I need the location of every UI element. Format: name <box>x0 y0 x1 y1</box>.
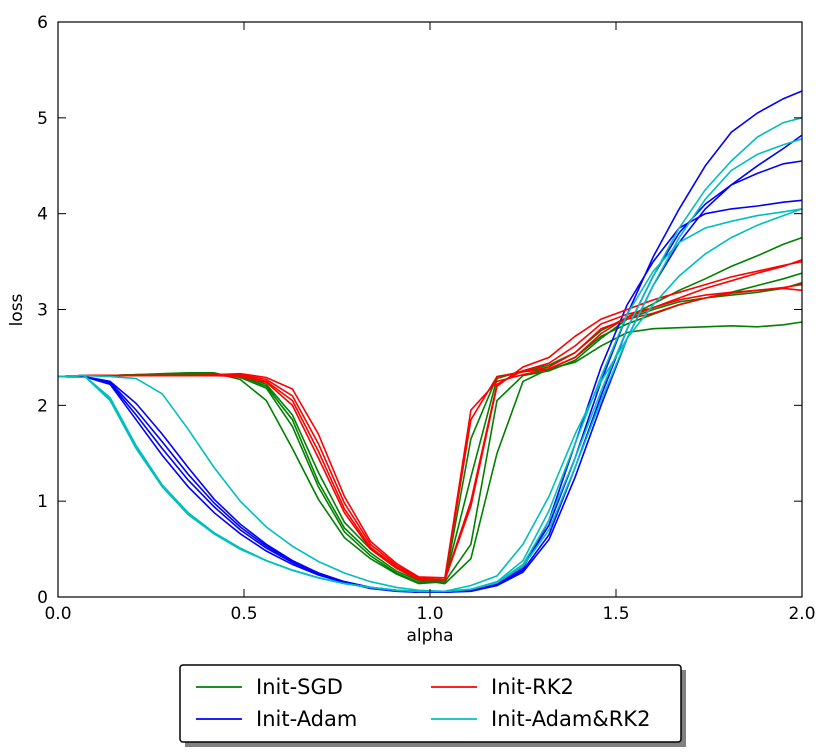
series-lines <box>57 90 803 593</box>
legend-label-init-sgd: Init-SGD <box>256 675 343 699</box>
series-line-init-sgd-run-1 <box>57 321 803 585</box>
y-tick-label: 0 <box>37 588 48 608</box>
legend-entries: Init-SGD Init-Adam Init-RK2 Init-Adam&RK2 <box>196 675 650 731</box>
series-line-init-adam-rk2-run-4 <box>57 208 803 593</box>
legend-label-init-adam: Init-Adam <box>256 707 357 731</box>
y-tick-label: 1 <box>37 492 48 512</box>
y-tick-label: 4 <box>37 205 48 225</box>
axis-ticks: 0.0 0.5 1.0 1.5 2.0 0 1 2 3 4 5 6 <box>37 13 815 624</box>
x-tick-label: 1.5 <box>602 604 629 624</box>
y-tick-label: 6 <box>37 13 48 33</box>
legend: Init-SGD Init-Adam Init-RK2 Init-Adam&RK2 <box>179 664 686 747</box>
y-tick-label: 5 <box>37 109 48 129</box>
x-tick-label: 0.5 <box>230 604 257 624</box>
x-tick-label: 0.0 <box>44 604 71 624</box>
legend-label-init-rk2: Init-RK2 <box>491 675 574 699</box>
x-tick-label: 2.0 <box>788 604 815 624</box>
legend-box <box>179 664 682 743</box>
legend-label-init-adam-rk2: Init-Adam&RK2 <box>491 707 650 731</box>
y-axis-label: loss <box>7 293 27 326</box>
x-axis-label: alpha <box>406 626 453 646</box>
series-line-init-rk2-run-4 <box>57 260 803 581</box>
x-tick-label: 1.0 <box>416 604 443 624</box>
series-line-init-adam-run-4 <box>58 134 803 593</box>
y-tick-label: 2 <box>37 396 48 416</box>
y-tick-label: 3 <box>37 301 48 321</box>
